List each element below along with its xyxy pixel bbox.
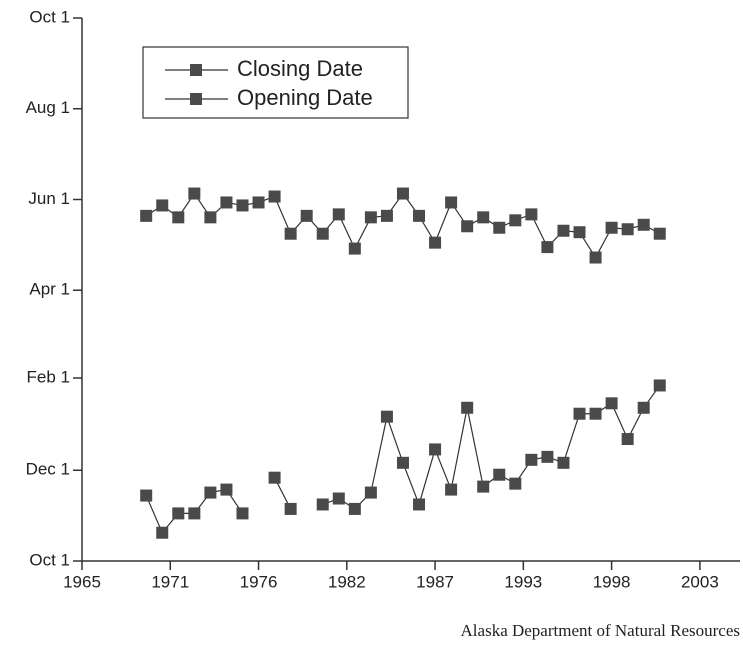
marker (461, 401, 474, 414)
marker (509, 214, 522, 227)
legend-label: Closing Date (237, 56, 363, 81)
marker (493, 221, 506, 234)
marker (541, 241, 554, 254)
marker (461, 220, 474, 233)
marker (140, 489, 153, 502)
marker (396, 187, 409, 200)
marker (348, 242, 361, 255)
marker (413, 209, 426, 222)
marker (557, 224, 570, 237)
marker (557, 456, 570, 469)
y-tick-label: Apr 1 (29, 280, 70, 299)
x-tick-label: 1987 (416, 572, 454, 591)
marker (172, 507, 185, 520)
marker (316, 227, 329, 240)
marker (140, 209, 153, 222)
marker (445, 483, 458, 496)
marker (188, 187, 201, 200)
legend-marker (190, 93, 202, 105)
marker (188, 507, 201, 520)
marker (653, 227, 666, 240)
marker (589, 251, 602, 264)
x-tick-label: 1993 (504, 572, 542, 591)
source: Alaska Department of Natural Resources (461, 621, 740, 640)
y-tick-label: Dec 1 (26, 460, 70, 479)
marker (509, 477, 522, 490)
marker (268, 190, 281, 203)
marker (573, 407, 586, 420)
marker (493, 468, 506, 481)
marker (332, 208, 345, 221)
marker (348, 502, 361, 515)
marker (605, 221, 618, 234)
y-tick-label: Jun 1 (28, 189, 70, 208)
y-tick-label: Aug 1 (26, 98, 70, 117)
marker (236, 507, 249, 520)
legend-box (142, 46, 409, 119)
marker (380, 410, 393, 423)
x-tick-label: 1982 (328, 572, 366, 591)
marker (621, 433, 634, 446)
marker (637, 401, 650, 414)
marker (220, 483, 233, 496)
y-tick-label: Oct 1 (29, 550, 70, 569)
marker (364, 211, 377, 224)
marker (284, 227, 297, 240)
marker (364, 486, 377, 499)
legend-marker (190, 64, 202, 76)
marker (525, 453, 538, 466)
marker (204, 486, 217, 499)
marker (300, 209, 313, 222)
marker (220, 196, 233, 209)
marker (316, 498, 329, 511)
marker (284, 502, 297, 515)
marker (252, 196, 265, 209)
marker (429, 443, 442, 456)
series-line (322, 385, 661, 510)
marker (477, 480, 490, 493)
y-tick-label: Oct 1 (29, 7, 70, 26)
x-tick-label: 1998 (593, 572, 631, 591)
x-tick-label: 1976 (240, 572, 278, 591)
marker (413, 498, 426, 511)
marker (429, 236, 442, 249)
marker (653, 379, 666, 392)
marker (541, 450, 554, 463)
marker (589, 407, 602, 420)
marker (525, 208, 538, 221)
marker (621, 223, 634, 236)
marker (172, 211, 185, 224)
marker (204, 211, 217, 224)
marker (637, 218, 650, 231)
x-tick-label: 1971 (151, 572, 189, 591)
marker (268, 471, 281, 484)
marker (156, 199, 169, 212)
marker (396, 456, 409, 469)
x-tick-label: 1965 (63, 572, 101, 591)
marker (156, 526, 169, 539)
legend-label: Opening Date (237, 85, 373, 110)
marker (236, 199, 249, 212)
y-tick-label: Feb 1 (27, 368, 70, 387)
marker (605, 397, 618, 410)
marker (573, 226, 586, 239)
marker (380, 209, 393, 222)
x-tick-label: 2003 (681, 572, 719, 591)
marker (332, 492, 345, 505)
marker (445, 196, 458, 209)
marker (477, 211, 490, 224)
